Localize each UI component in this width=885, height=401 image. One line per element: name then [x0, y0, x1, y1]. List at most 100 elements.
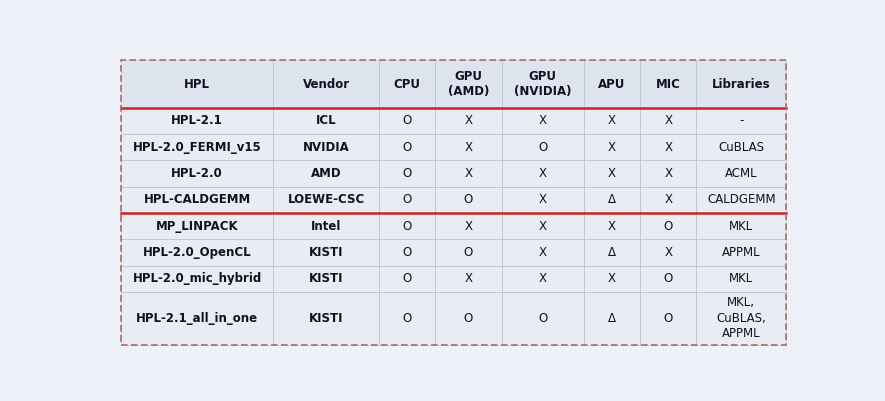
Text: -: - — [739, 114, 743, 128]
Text: X: X — [539, 167, 547, 180]
Bar — [502, 292, 584, 344]
Text: NVIDIA: NVIDIA — [303, 141, 350, 154]
Text: X: X — [539, 246, 547, 259]
Bar — [435, 160, 502, 187]
Text: X: X — [539, 114, 547, 128]
Bar — [584, 265, 640, 292]
Bar — [584, 134, 640, 160]
Bar — [640, 134, 696, 160]
Text: O: O — [403, 141, 412, 154]
Text: Intel: Intel — [311, 220, 342, 233]
Bar — [273, 108, 379, 134]
Bar — [502, 108, 584, 134]
Text: AMD: AMD — [311, 167, 342, 180]
Bar — [379, 213, 435, 239]
Text: X: X — [608, 167, 616, 180]
Bar — [696, 61, 786, 108]
Bar — [435, 108, 502, 134]
Bar — [584, 213, 640, 239]
Text: O: O — [403, 220, 412, 233]
Bar — [640, 108, 696, 134]
Text: MKL,
CuBLAS,
APPML: MKL, CuBLAS, APPML — [716, 296, 766, 340]
Text: O: O — [464, 193, 473, 207]
Text: KISTI: KISTI — [309, 272, 343, 285]
Text: O: O — [403, 167, 412, 180]
Text: Δ: Δ — [608, 246, 616, 259]
Text: LOEWE-CSC: LOEWE-CSC — [288, 193, 365, 207]
Text: HPL-CALDGEMM: HPL-CALDGEMM — [143, 193, 250, 207]
Bar — [435, 292, 502, 344]
Bar — [273, 239, 379, 265]
Bar — [121, 160, 273, 187]
Bar — [696, 187, 786, 213]
Text: O: O — [664, 272, 673, 285]
Bar — [502, 134, 584, 160]
Bar — [121, 213, 273, 239]
Bar — [584, 292, 640, 344]
Text: O: O — [403, 246, 412, 259]
Bar — [696, 108, 786, 134]
Bar — [502, 239, 584, 265]
Text: X: X — [608, 141, 616, 154]
Text: X: X — [465, 220, 473, 233]
Bar — [696, 265, 786, 292]
Text: ACML: ACML — [725, 167, 758, 180]
Bar — [696, 134, 786, 160]
Text: HPL-2.0: HPL-2.0 — [172, 167, 223, 180]
Text: Δ: Δ — [608, 193, 616, 207]
Bar — [121, 265, 273, 292]
Bar — [640, 187, 696, 213]
Text: KISTI: KISTI — [309, 246, 343, 259]
Bar — [502, 160, 584, 187]
Bar — [696, 213, 786, 239]
Text: KISTI: KISTI — [309, 312, 343, 325]
Text: MIC: MIC — [656, 78, 681, 91]
Bar — [435, 61, 502, 108]
Text: Libraries: Libraries — [712, 78, 771, 91]
Text: HPL-2.0_FERMI_v15: HPL-2.0_FERMI_v15 — [133, 141, 261, 154]
Bar — [584, 239, 640, 265]
Bar — [696, 239, 786, 265]
Bar — [379, 187, 435, 213]
Text: HPL: HPL — [184, 78, 210, 91]
Bar — [273, 61, 379, 108]
Text: MKL: MKL — [729, 272, 753, 285]
Text: X: X — [539, 220, 547, 233]
Text: X: X — [465, 272, 473, 285]
Text: O: O — [538, 141, 547, 154]
Bar — [273, 292, 379, 344]
Text: O: O — [464, 246, 473, 259]
Text: X: X — [608, 220, 616, 233]
Text: X: X — [664, 246, 673, 259]
Bar — [273, 187, 379, 213]
Bar — [584, 61, 640, 108]
Text: MKL: MKL — [729, 220, 753, 233]
Bar — [640, 61, 696, 108]
Text: X: X — [465, 141, 473, 154]
Text: O: O — [464, 312, 473, 325]
Text: O: O — [403, 272, 412, 285]
Bar — [379, 160, 435, 187]
Bar — [273, 134, 379, 160]
Text: APU: APU — [598, 78, 626, 91]
Text: X: X — [539, 272, 547, 285]
Text: O: O — [538, 312, 547, 325]
Bar — [435, 239, 502, 265]
Bar — [696, 292, 786, 344]
Text: APPML: APPML — [722, 246, 760, 259]
Text: HPL-2.0_mic_hybrid: HPL-2.0_mic_hybrid — [133, 272, 262, 285]
Text: X: X — [664, 141, 673, 154]
Bar — [584, 108, 640, 134]
Bar — [502, 265, 584, 292]
Text: HPL-2.1: HPL-2.1 — [172, 114, 223, 128]
Text: Δ: Δ — [608, 312, 616, 325]
Bar — [121, 239, 273, 265]
Bar — [435, 187, 502, 213]
Bar — [379, 265, 435, 292]
Bar — [640, 239, 696, 265]
Bar — [435, 265, 502, 292]
Text: X: X — [465, 167, 473, 180]
Bar — [696, 160, 786, 187]
Text: X: X — [608, 114, 616, 128]
Bar — [640, 213, 696, 239]
